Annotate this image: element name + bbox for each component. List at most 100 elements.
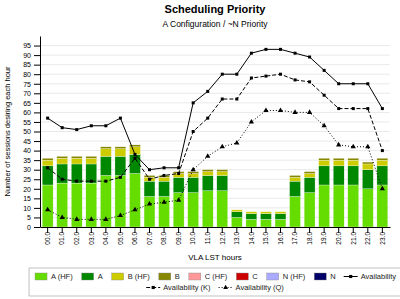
grid-line (40, 150, 390, 151)
y-tick-mark (34, 227, 40, 228)
line-marker (206, 117, 209, 120)
bar (246, 211, 257, 212)
line-marker (45, 207, 50, 212)
y-tick-label: 0 (27, 224, 31, 231)
bar (71, 164, 82, 183)
legend-swatch (267, 273, 279, 280)
bar (217, 172, 228, 176)
bar (144, 181, 155, 196)
bar (246, 219, 257, 227)
bar (144, 177, 155, 181)
bar (217, 175, 228, 190)
bar (57, 183, 68, 227)
bar (130, 174, 141, 227)
bar (115, 149, 126, 157)
bar (362, 189, 373, 227)
bar (188, 171, 199, 172)
legend: A (HF)AB (HF)BC (HF)CN (HF)NAvailability… (29, 268, 400, 296)
y-tick-mark (34, 160, 40, 161)
line-marker (234, 140, 239, 145)
bar (86, 156, 97, 157)
legend-label: B (175, 272, 180, 281)
x-tick-label: 09.0 (175, 232, 182, 245)
bar (86, 156, 97, 157)
bar (173, 171, 184, 172)
y-tick: 10 (23, 205, 40, 212)
bar (260, 212, 271, 214)
bar (275, 219, 286, 227)
line-marker (263, 107, 268, 112)
y-tick: 65 (23, 100, 40, 107)
x-tick: 17.0 (291, 227, 298, 245)
y-tick-label: 85 (23, 61, 31, 68)
bar (377, 158, 388, 159)
y-tick-label: 90 (23, 52, 31, 59)
y-tick-mark (34, 208, 40, 209)
bar (173, 171, 184, 172)
bar (260, 211, 271, 212)
grid-line (40, 45, 390, 46)
line-marker (250, 52, 253, 55)
y-tick-mark (34, 84, 40, 85)
x-axis: 00.001.002.003.004.005.006.007.008.009.0… (41, 227, 391, 245)
bar (86, 164, 97, 183)
line-series (45, 107, 385, 220)
line-marker (132, 207, 137, 212)
y-tick-label: 75 (23, 80, 31, 87)
line-marker (322, 123, 327, 128)
bar (144, 175, 155, 177)
legend-swatch (112, 273, 124, 280)
bar (202, 169, 213, 170)
bar (260, 211, 271, 212)
y-tick: 25 (23, 176, 40, 183)
x-tick: 06.0 (131, 227, 138, 245)
bar (159, 181, 170, 196)
x-tick-label: 21.0 (350, 232, 357, 245)
line-marker (221, 98, 224, 101)
x-tick-label: 16.0 (277, 232, 284, 245)
bar (42, 166, 53, 185)
bar (333, 160, 344, 166)
bar (377, 160, 388, 166)
bar (260, 211, 271, 212)
line-marker (294, 78, 297, 81)
legend-swatch (189, 273, 201, 280)
bar (115, 146, 126, 147)
bar (246, 211, 257, 212)
legend-marker (349, 275, 352, 278)
bar (231, 209, 242, 210)
bar (275, 211, 286, 212)
line-marker (133, 157, 136, 160)
grid-line (40, 102, 390, 103)
bar (173, 171, 184, 172)
grid (40, 46, 390, 227)
bar-series (42, 147, 388, 214)
legend-swatch (159, 273, 171, 280)
legend-box (29, 268, 400, 296)
bar (275, 214, 286, 220)
y-tick-label: 30 (23, 166, 31, 173)
line-marker (90, 124, 93, 127)
y-tick: 35 (23, 157, 40, 164)
line-marker (61, 126, 64, 129)
bar (115, 146, 126, 147)
bar (173, 177, 184, 192)
bar (202, 172, 213, 176)
bar (246, 211, 257, 212)
bar (348, 158, 359, 159)
bar (304, 171, 315, 172)
line-marker (118, 213, 123, 218)
bar (275, 212, 286, 214)
bar (115, 147, 126, 149)
bar (100, 146, 111, 147)
y-tick-label: 80 (23, 71, 31, 78)
line-marker (103, 216, 108, 221)
line-marker (352, 82, 355, 85)
bar (246, 212, 257, 214)
legend-swatch (314, 273, 326, 280)
line-marker (206, 90, 209, 93)
bar (173, 193, 184, 227)
bar (362, 162, 373, 163)
bar (290, 196, 301, 227)
bar (188, 177, 199, 192)
